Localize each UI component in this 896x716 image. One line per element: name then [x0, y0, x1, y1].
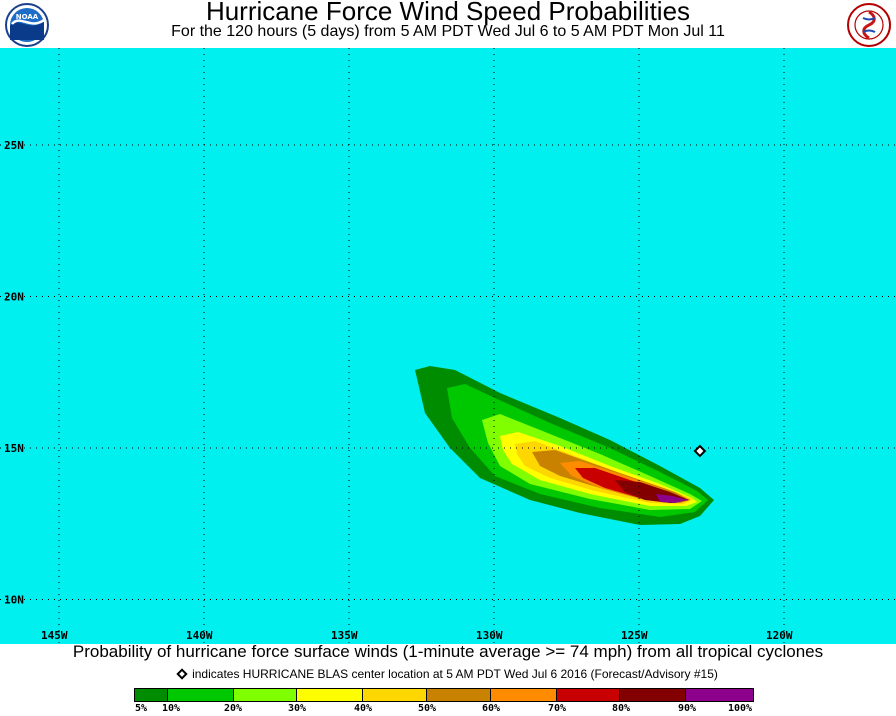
national-weather-service-logo-icon: [847, 3, 891, 47]
longitude-label: 140W: [186, 629, 213, 642]
probability-contour-90pct: [656, 494, 688, 503]
legend-label: 20%: [223, 703, 243, 714]
legend-label: 50%: [417, 703, 437, 714]
legend-labels: 5% 10% 20% 30% 40% 50% 60% 70% 80% 90% 100%: [0, 703, 896, 716]
legend-label: 30%: [287, 703, 307, 714]
longitude-label: 130W: [476, 629, 503, 642]
legend-label: 80%: [611, 703, 631, 714]
color-legend: [134, 688, 754, 702]
diamond-icon: [176, 668, 188, 680]
footer: Probability of hurricane force surface w…: [0, 642, 896, 716]
legend-swatch: [135, 689, 168, 701]
legend-label: 100%: [727, 703, 753, 714]
page-title: Hurricane Force Wind Speed Probabilities: [205, 0, 691, 26]
storm-center-diamond: [693, 444, 707, 458]
noaa-logo-icon: NOAA: [5, 3, 49, 47]
longitude-label: 145W: [41, 629, 68, 642]
longitude-label: 120W: [766, 629, 793, 642]
latitude-label: 10N: [4, 594, 24, 607]
map-canvas: 25N 20N 15N 10N 145W 140W 135W 130W 125W 120W: [0, 48, 896, 644]
legend-label: 90%: [677, 703, 697, 714]
longitude-labels: 145W 140W 135W 130W 125W 120W: [41, 629, 793, 642]
legend-label: 70%: [547, 703, 567, 714]
storm-note-text: indicates HURRICANE BLAS center location…: [192, 667, 718, 681]
legend-swatch: [427, 689, 491, 701]
probability-contours: [415, 366, 714, 525]
page-subtitle: For the 120 hours (5 days) from 5 AM PDT…: [171, 23, 725, 40]
storm-note: indicates HURRICANE BLAS center location…: [0, 666, 896, 682]
legend-label: 60%: [481, 703, 501, 714]
legend-swatch: [686, 689, 753, 701]
legend-label: 40%: [353, 703, 373, 714]
ocean-background: [0, 48, 896, 644]
longitude-label: 135W: [331, 629, 358, 642]
legend-label: 5%: [134, 703, 148, 714]
legend-swatch: [490, 689, 557, 701]
legend-swatch: [556, 689, 621, 701]
header: NOAA Hurricane Force Wind Speed Probabil…: [0, 0, 896, 48]
map-caption: Probability of hurricane force surface w…: [72, 642, 824, 661]
probability-map: 25N 20N 15N 10N 145W 140W 135W 130W 125W 120W: [0, 48, 896, 644]
latitude-label: 15N: [4, 442, 24, 455]
legend-swatch: [233, 689, 298, 701]
legend-swatch: [620, 689, 687, 701]
legend-swatch: [297, 689, 364, 701]
latitude-label: 20N: [4, 291, 24, 304]
latitude-labels: 25N 20N 15N 10N: [4, 139, 24, 607]
legend-swatch: [167, 689, 234, 701]
storm-center-marker: [693, 444, 707, 458]
latitude-label: 25N: [4, 139, 24, 152]
longitude-label: 125W: [621, 629, 648, 642]
legend-label: 10%: [161, 703, 181, 714]
svg-text:NOAA: NOAA: [16, 13, 39, 21]
legend-swatch: [363, 689, 428, 701]
